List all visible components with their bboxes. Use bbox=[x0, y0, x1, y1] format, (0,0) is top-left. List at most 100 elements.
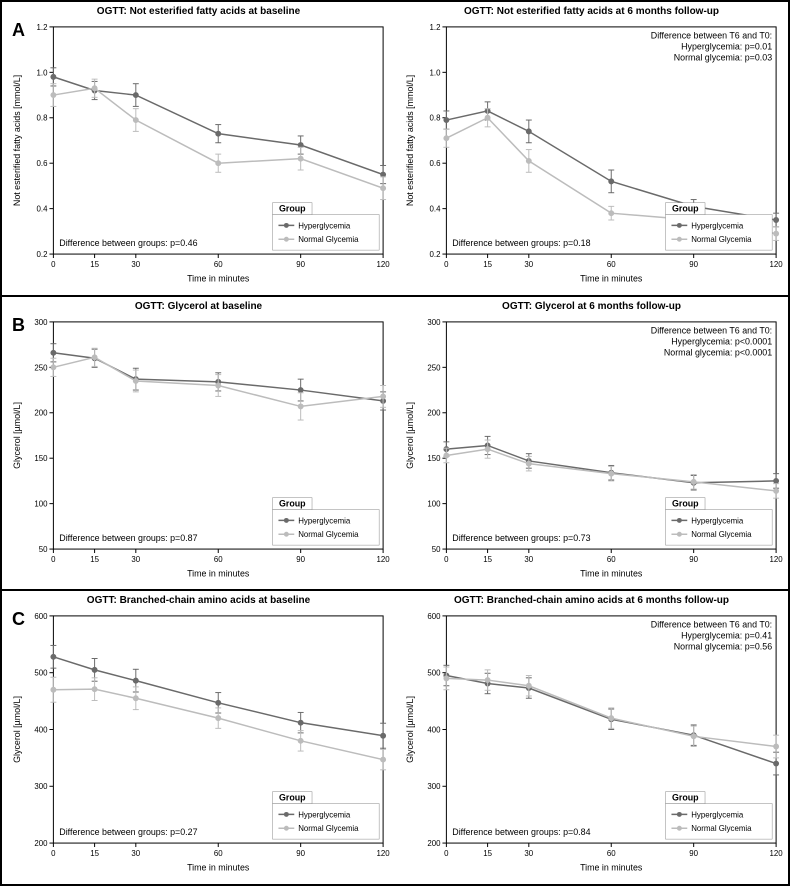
data-marker bbox=[774, 478, 779, 483]
data-marker bbox=[51, 350, 56, 355]
data-marker bbox=[774, 231, 779, 236]
data-marker bbox=[298, 721, 303, 726]
data-marker bbox=[92, 355, 97, 360]
data-marker bbox=[526, 684, 531, 689]
data-marker bbox=[51, 655, 56, 660]
data-marker bbox=[444, 118, 449, 123]
data-marker bbox=[298, 387, 303, 392]
y-tick-label: 1.0 bbox=[37, 68, 49, 77]
x-tick-label: 90 bbox=[689, 555, 698, 564]
plot-area: 200300400500600015306090120Time in minut… bbox=[6, 608, 391, 875]
legend-swatch-marker bbox=[284, 531, 289, 536]
x-tick-label: 30 bbox=[524, 260, 533, 269]
legend-title: Group bbox=[279, 498, 306, 508]
legend-swatch-marker bbox=[677, 223, 682, 228]
difference-annotation: Hyperglycemia: p<0.0001 bbox=[671, 336, 772, 346]
y-axis-label: Not esterified fatty acids [mmol/L] bbox=[405, 75, 415, 206]
data-marker bbox=[526, 158, 531, 163]
data-marker bbox=[216, 161, 221, 166]
data-marker bbox=[381, 757, 386, 762]
x-tick-label: 60 bbox=[607, 849, 616, 858]
difference-annotation: Difference between T6 and T0: bbox=[651, 325, 772, 335]
p-value-text: Difference between groups: p=0.46 bbox=[59, 238, 197, 248]
x-tick-label: 90 bbox=[689, 260, 698, 269]
y-tick-label: 150 bbox=[34, 454, 48, 463]
x-tick-label: 15 bbox=[90, 849, 99, 858]
legend-item-label: Normal Glycemia bbox=[691, 825, 752, 834]
y-tick-label: 1.2 bbox=[37, 23, 48, 32]
data-marker bbox=[774, 488, 779, 493]
data-marker bbox=[133, 93, 138, 98]
x-tick-label: 90 bbox=[689, 849, 698, 858]
row-label: A bbox=[12, 20, 25, 41]
legend-swatch-marker bbox=[284, 237, 289, 242]
x-tick-label: 0 bbox=[444, 849, 449, 858]
chart-svg: 0.20.40.60.81.01.2015306090120Time in mi… bbox=[399, 19, 784, 286]
data-marker bbox=[444, 136, 449, 141]
legend-title: Group bbox=[672, 204, 699, 214]
y-axis-label: Glycerol [µmol/L] bbox=[405, 402, 415, 469]
row-label: C bbox=[12, 609, 25, 630]
x-tick-label: 120 bbox=[377, 555, 391, 564]
legend-swatch-marker bbox=[677, 531, 682, 536]
panel-title: OGTT: Glycerol at 6 months follow-up bbox=[399, 301, 784, 312]
chart-panel: OGTT: Not esterified fatty acids at base… bbox=[2, 2, 395, 295]
chart-svg: 50100150200250300015306090120Time in min… bbox=[6, 314, 391, 581]
y-tick-label: 300 bbox=[427, 783, 441, 792]
x-tick-label: 120 bbox=[770, 555, 784, 564]
y-tick-label: 500 bbox=[34, 669, 48, 678]
y-tick-label: 0.4 bbox=[430, 205, 442, 214]
legend-item-label: Hyperglycemia bbox=[691, 811, 744, 820]
data-marker bbox=[485, 115, 490, 120]
y-tick-label: 300 bbox=[34, 318, 48, 327]
data-marker bbox=[609, 716, 614, 721]
data-marker bbox=[691, 734, 696, 739]
y-tick-label: 600 bbox=[34, 612, 48, 621]
x-tick-label: 60 bbox=[607, 555, 616, 564]
data-marker bbox=[216, 701, 221, 706]
p-value-text: Difference between groups: p=0.27 bbox=[59, 828, 197, 838]
plot-area: 0.20.40.60.81.01.2015306090120Time in mi… bbox=[6, 19, 391, 286]
y-tick-label: 600 bbox=[427, 612, 441, 621]
data-marker bbox=[92, 668, 97, 673]
legend-item-label: Hyperglycemia bbox=[691, 516, 744, 525]
x-tick-label: 120 bbox=[770, 849, 784, 858]
legend-item-label: Normal Glycemia bbox=[298, 825, 359, 834]
chart-panel: OGTT: Branched-chain amino acids at base… bbox=[2, 591, 395, 884]
data-marker bbox=[216, 716, 221, 721]
data-marker bbox=[133, 679, 138, 684]
data-marker bbox=[51, 74, 56, 79]
data-marker bbox=[92, 86, 97, 91]
figure-row: BOGTT: Glycerol at baseline5010015020025… bbox=[2, 297, 788, 592]
plot-area: 50100150200250300015306090120Time in min… bbox=[399, 314, 784, 581]
legend-box bbox=[666, 215, 773, 251]
data-marker bbox=[774, 218, 779, 223]
x-tick-label: 120 bbox=[377, 849, 391, 858]
x-tick-label: 60 bbox=[214, 555, 223, 564]
y-tick-label: 500 bbox=[427, 669, 441, 678]
p-value-text: Difference between groups: p=0.18 bbox=[452, 238, 590, 248]
y-tick-label: 0.4 bbox=[37, 205, 49, 214]
plot-area: 50100150200250300015306090120Time in min… bbox=[6, 314, 391, 581]
panel-title: OGTT: Glycerol at baseline bbox=[6, 301, 391, 312]
legend: GroupHyperglycemiaNormal Glycemia bbox=[273, 203, 380, 250]
y-tick-label: 1.0 bbox=[430, 68, 442, 77]
x-tick-label: 90 bbox=[296, 849, 305, 858]
legend-swatch-marker bbox=[677, 237, 682, 242]
difference-annotation: Hyperglycemia: p=0.01 bbox=[681, 42, 772, 52]
data-marker bbox=[298, 156, 303, 161]
x-axis-label: Time in minutes bbox=[187, 274, 250, 284]
x-tick-label: 120 bbox=[377, 260, 391, 269]
chart-panel: OGTT: Glycerol at 6 months follow-up5010… bbox=[395, 297, 788, 590]
x-tick-label: 0 bbox=[51, 849, 56, 858]
data-marker bbox=[381, 734, 386, 739]
legend-swatch-marker bbox=[284, 223, 289, 228]
difference-annotation: Normal glycemia: p<0.0001 bbox=[664, 347, 772, 357]
x-axis-label: Time in minutes bbox=[580, 863, 643, 873]
data-marker bbox=[381, 186, 386, 191]
p-value-text: Difference between groups: p=0.87 bbox=[59, 533, 197, 543]
y-tick-label: 100 bbox=[427, 499, 441, 508]
y-tick-label: 0.6 bbox=[37, 159, 49, 168]
legend-swatch-marker bbox=[677, 826, 682, 831]
y-tick-label: 200 bbox=[34, 408, 48, 417]
